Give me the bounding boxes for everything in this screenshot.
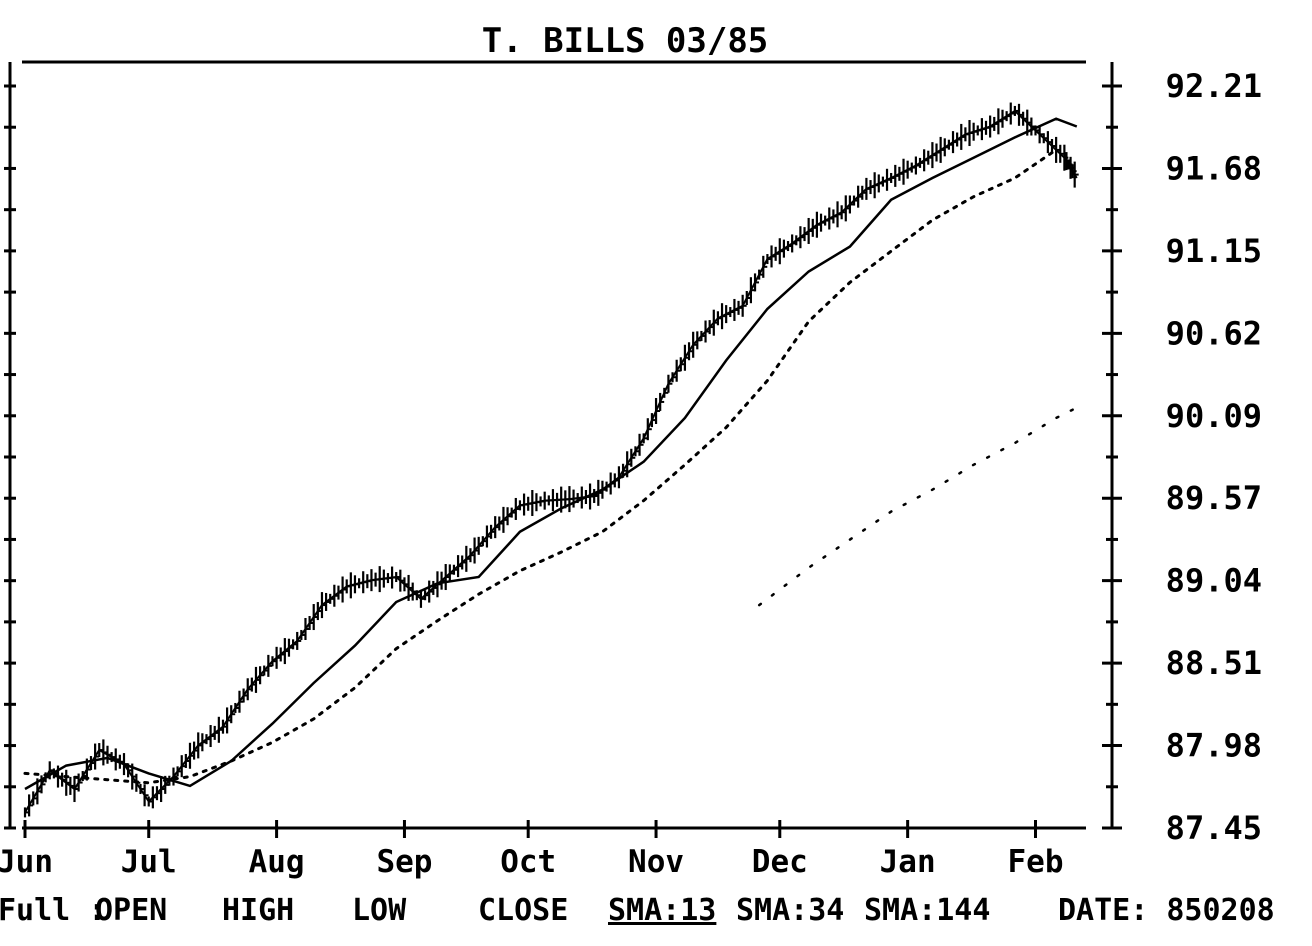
price-bar-link [1038, 133, 1066, 159]
y-tick-label: 90.09 [1166, 397, 1262, 435]
price-bar-link [840, 188, 868, 213]
x-tick-label: Dec [752, 844, 808, 880]
legend-item-sma34: SMA:34 [736, 893, 844, 928]
price-bar-link [395, 576, 422, 600]
legend-date: DATE: 850208 [1058, 893, 1275, 928]
x-tick-label: Jul [121, 844, 177, 880]
price-bar-link [890, 164, 917, 179]
x-tick-label: Aug [249, 844, 305, 880]
left-axis [4, 62, 16, 830]
y-tick-label: 88.51 [1166, 644, 1262, 682]
series-layer [23, 102, 1083, 818]
plot-frame [22, 60, 1086, 830]
price-bar-link [544, 498, 570, 502]
y-tick-label: 89.57 [1166, 479, 1262, 517]
x-tick-label: Feb [1008, 844, 1064, 880]
price-bar-link [1063, 157, 1078, 179]
price-bar-link [940, 133, 966, 151]
price-bar-link [271, 640, 298, 662]
price-bar-link [371, 576, 397, 582]
price-bar-link [989, 110, 1016, 128]
y-tick-label: 90.62 [1166, 314, 1262, 352]
price-bars-series [23, 102, 1079, 818]
y-tick-label: 89.04 [1166, 562, 1262, 600]
sma-solid-line [24, 117, 1078, 791]
legend-item-open: OPEN [95, 893, 167, 928]
price-bar-link [642, 383, 670, 439]
x-tick-label: Oct [500, 844, 556, 880]
x-tick-labels: Jun Jul Aug Sep Oct Nov Dec Jan Feb [0, 820, 1064, 880]
legend-item-high: HIGH [222, 893, 294, 928]
price-bar-link [915, 149, 942, 167]
price-bar-link [296, 604, 323, 642]
price-bar-link [865, 177, 892, 190]
legend-mode: Full : [0, 893, 106, 928]
price-bar-link [717, 304, 744, 320]
y-tick-labels: 92.21 91.68 91.15 90.62 90.09 89.57 89.04 88.51… [1166, 67, 1262, 847]
y-tick-label: 87.45 [1166, 809, 1262, 847]
sma-dotted-line [23, 148, 1058, 785]
price-bar-link [618, 437, 645, 478]
price-bar-link [816, 211, 843, 226]
price-bar-link [1014, 110, 1041, 136]
sma-sparse-line [757, 404, 1083, 607]
price-bar-link [692, 317, 719, 346]
price-bar-link [965, 125, 991, 136]
price-bar-link [346, 579, 372, 588]
footer-legend: Full : OPEN HIGH LOW CLOSE SMA:13 SMA:34… [0, 893, 1275, 928]
legend-item-sma13: SMA:13 [608, 893, 716, 928]
price-bar-link [741, 258, 769, 307]
legend-item-sma144: SMA:144 [864, 893, 990, 928]
price-bar-link [667, 344, 695, 385]
price-bar-link [445, 554, 472, 578]
price-bar-link [172, 744, 200, 778]
price-bar-link [420, 576, 447, 600]
y-tick-label: 87.98 [1166, 727, 1262, 765]
price-bar-link [246, 660, 274, 690]
x-tick-label: Nov [628, 844, 684, 880]
legend-item-low: LOW [352, 893, 407, 928]
price-bar-link [222, 688, 249, 728]
price-bar-link [197, 725, 224, 747]
legend-item-close: CLOSE [478, 893, 568, 928]
price-bar-link [469, 526, 496, 556]
y-tick-label: 91.68 [1166, 149, 1262, 187]
price-bar-link [791, 223, 818, 245]
price-bar-link [766, 242, 793, 260]
price-bar-link [494, 504, 521, 528]
price-bar-link [73, 749, 101, 790]
x-tick-label: Jan [880, 844, 936, 880]
y-tick-label: 92.21 [1166, 67, 1262, 105]
price-bar-link [321, 585, 348, 606]
x-tick-label: Jun [0, 844, 53, 880]
price-bar-link [519, 499, 545, 507]
right-axis [1102, 62, 1122, 830]
chart-title: T. BILLS 03/85 [482, 21, 769, 61]
x-tick-label: Sep [376, 844, 432, 880]
y-tick-label: 91.15 [1166, 232, 1262, 270]
